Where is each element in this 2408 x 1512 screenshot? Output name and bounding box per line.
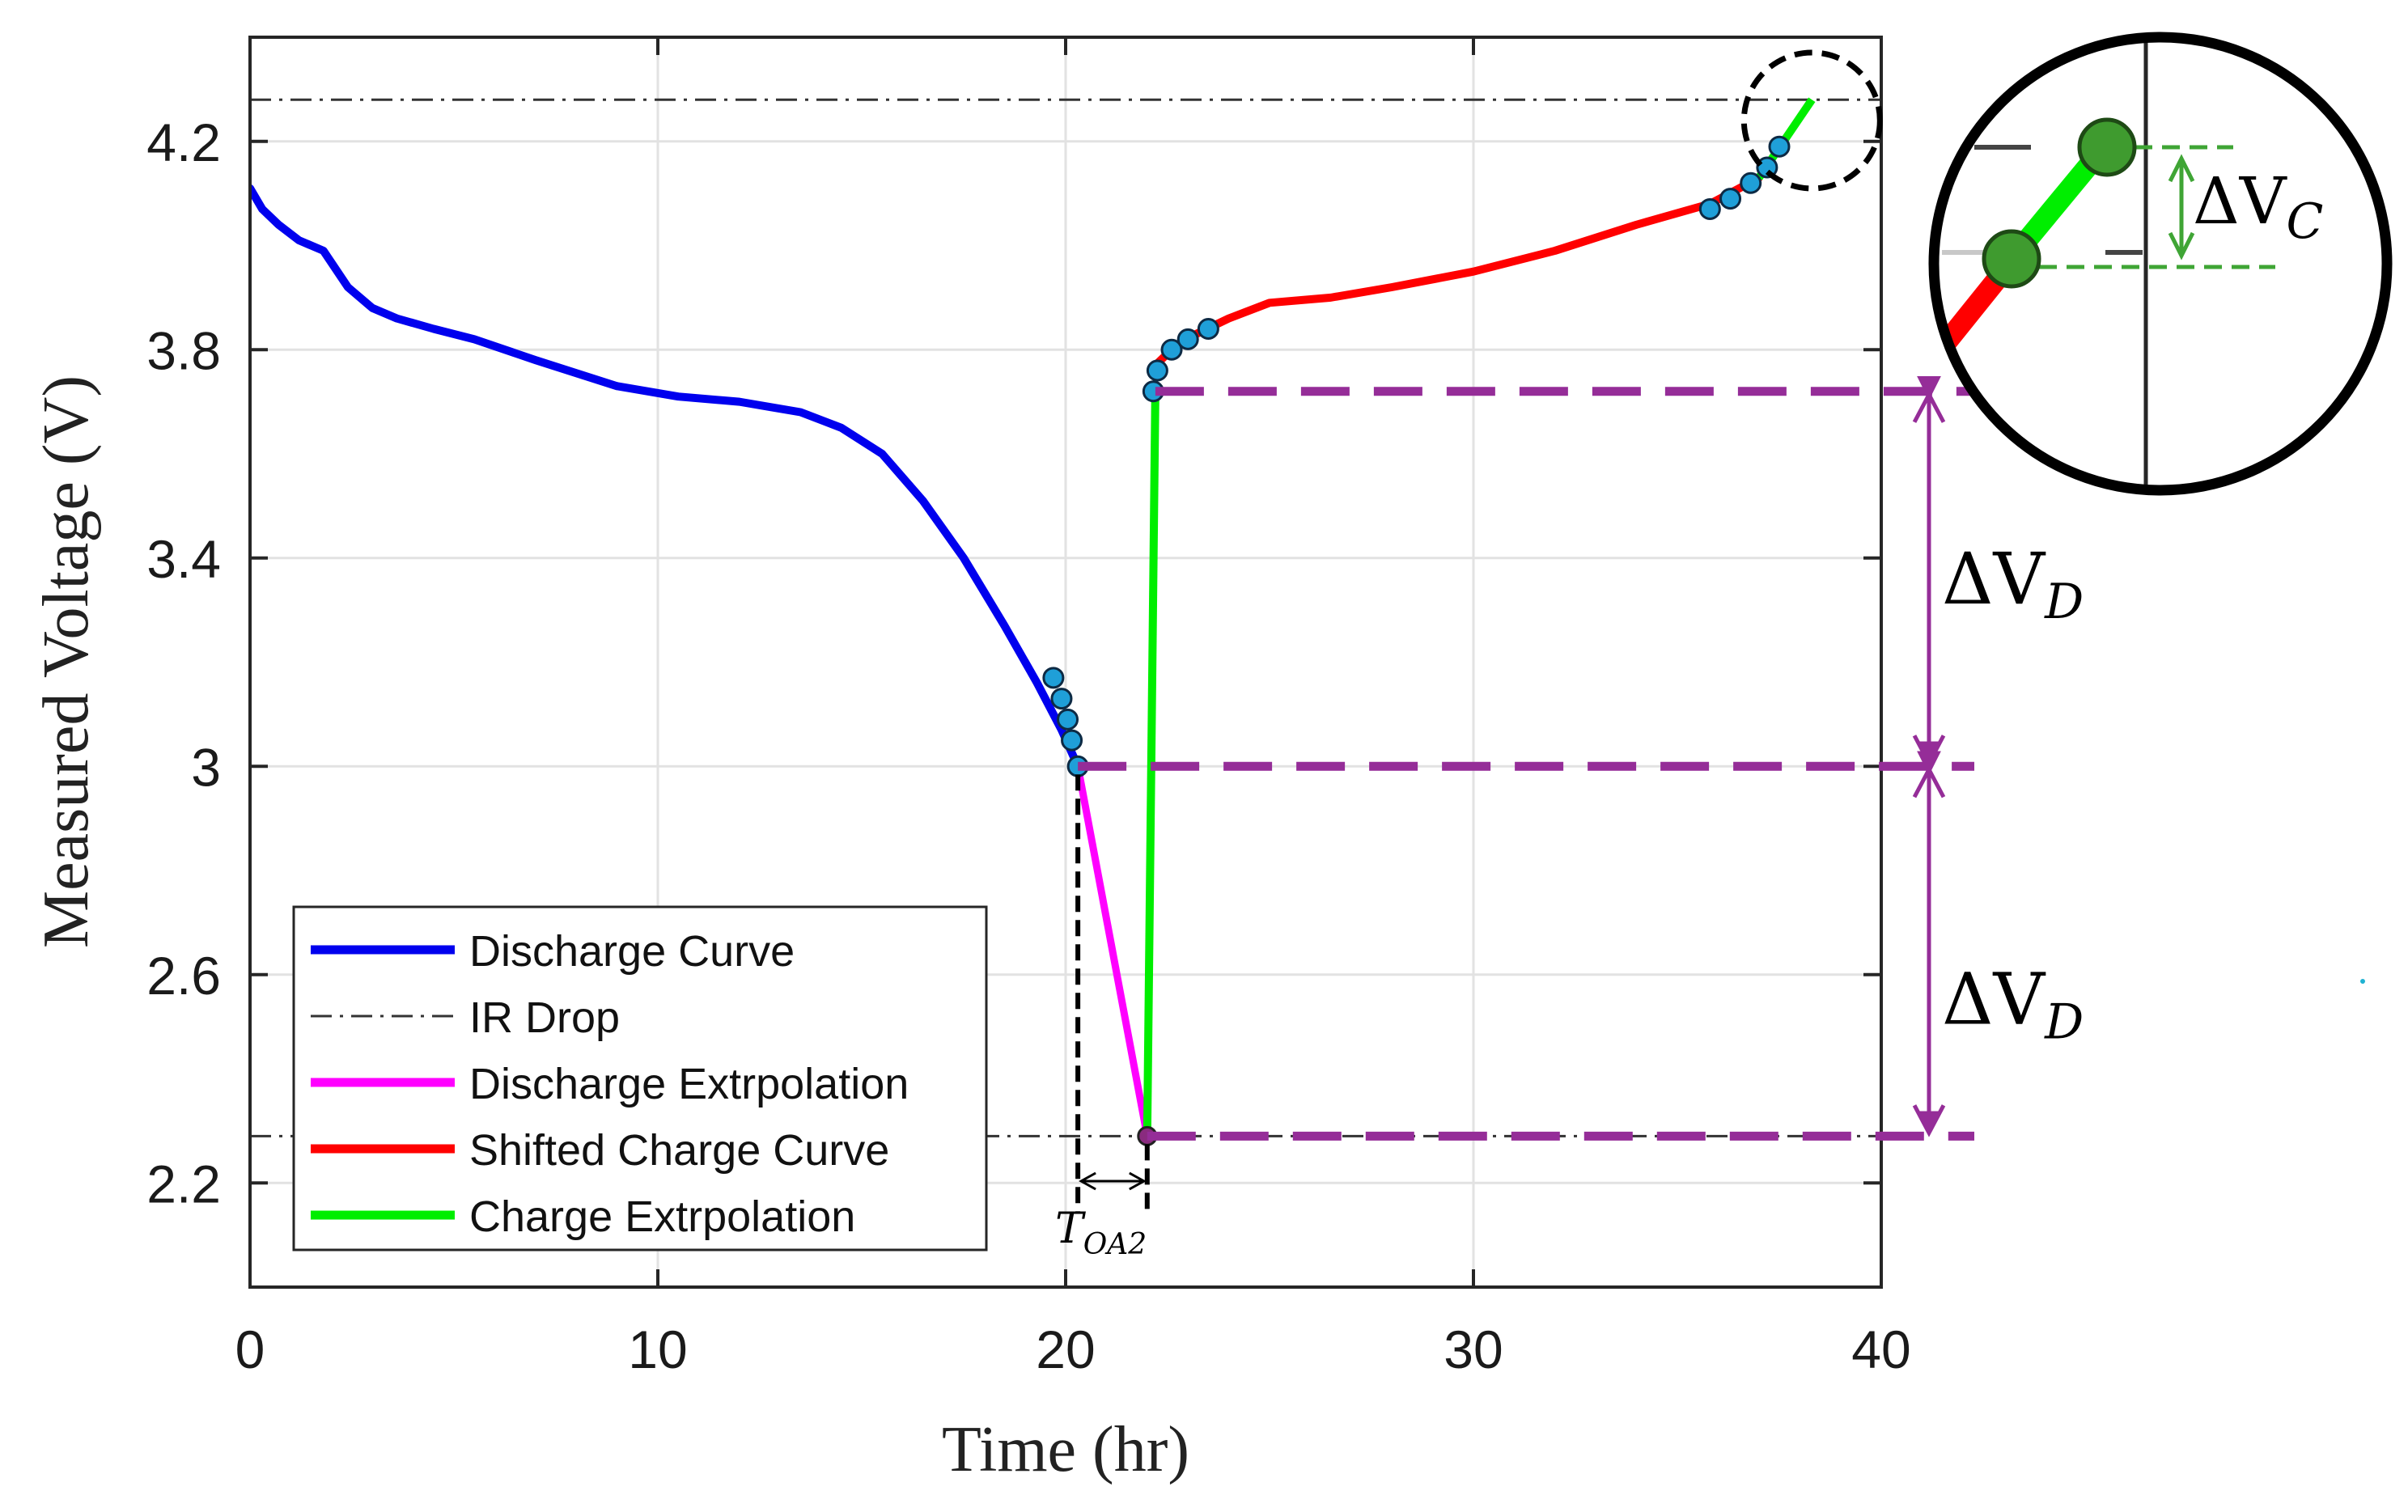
- legend-label: Discharge Extrpolation: [469, 1060, 909, 1108]
- ticks-group: [248, 37, 1883, 1287]
- zoom-border: [1928, 32, 2393, 496]
- x-tick-label: 20: [1036, 1319, 1095, 1379]
- delta-v-d-label-lower: ΔVD: [1942, 957, 2084, 1050]
- y-tick-label: 3.4: [146, 529, 221, 589]
- arrowhead: [1079, 1171, 1096, 1191]
- zoom-content: ΔVC: [1934, 37, 2323, 490]
- y-tick-label: 2.6: [146, 946, 221, 1006]
- t-oa2-label: TOA2: [1055, 1205, 1147, 1261]
- data-point-marker: [1698, 197, 1721, 220]
- zoom-marker-upper: [2077, 117, 2137, 177]
- data-point-marker: [1176, 328, 1199, 350]
- data-point-marker: [1719, 188, 1742, 210]
- x-tick-label: 10: [628, 1319, 687, 1379]
- y-tick-label: 3: [191, 737, 221, 797]
- arrowhead: [1912, 735, 1946, 768]
- delta-v-d-label-upper: ΔVD: [1942, 537, 2084, 630]
- y-tick-label: 2.2: [146, 1154, 221, 1213]
- data-point-marker: [1146, 359, 1168, 382]
- y-tick-label: 3.8: [146, 320, 221, 380]
- arrowhead: [1912, 390, 1946, 423]
- data-point-marker: [1768, 135, 1791, 158]
- y-axis-label: Measured Voltage (V): [31, 375, 102, 948]
- delta-v-c-label: ΔVC: [2193, 163, 2323, 250]
- data-point-marker: [1057, 708, 1079, 731]
- discharge-curve: [250, 184, 1083, 771]
- arrowhead: [2168, 154, 2195, 183]
- x-tick-label: 40: [1851, 1319, 1910, 1379]
- arrowhead: [1912, 764, 1946, 798]
- x-axis-label: Time (hr): [942, 1414, 1189, 1485]
- zoom-background: [1934, 37, 2387, 490]
- discharge-extrapolation-line: [1074, 765, 1151, 1137]
- stray-dot: [2360, 979, 2365, 984]
- legend: Discharge Curve IR Drop Discharge Extrpola…: [292, 905, 988, 1252]
- arrowhead: [1129, 1171, 1147, 1191]
- legend-label: Shifted Charge Curve: [469, 1126, 889, 1175]
- data-point-marker: [1050, 688, 1073, 710]
- tick-labels-group: 0 10 20 30 40 2.2 2.6 3 3.4 3.8 4.2: [146, 112, 1910, 1379]
- data-point-marker: [1160, 338, 1183, 361]
- zoom-region-circle: [1740, 49, 1883, 192]
- legend-label: IR Drop: [469, 993, 620, 1042]
- legend-label: Charge Extrpolation: [469, 1192, 855, 1241]
- annotations-group: ΔVD ΔVD TOA2: [1055, 49, 2365, 1261]
- legend-label: Discharge Curve: [469, 927, 795, 976]
- data-point-marker: [1197, 318, 1219, 340]
- y-tick-label: 4.2: [146, 112, 221, 172]
- data-point-marker: [1740, 172, 1762, 194]
- zoom-marker-lower: [1982, 229, 2041, 289]
- data-point-marker: [1042, 667, 1065, 689]
- arrowhead: [2168, 231, 2195, 260]
- arrowhead: [1912, 1104, 1946, 1137]
- zoom-inset: ΔVC: [1928, 32, 2393, 496]
- data-point-marker: [1061, 729, 1083, 752]
- x-tick-label: 0: [235, 1319, 265, 1379]
- x-tick-label: 30: [1444, 1319, 1503, 1379]
